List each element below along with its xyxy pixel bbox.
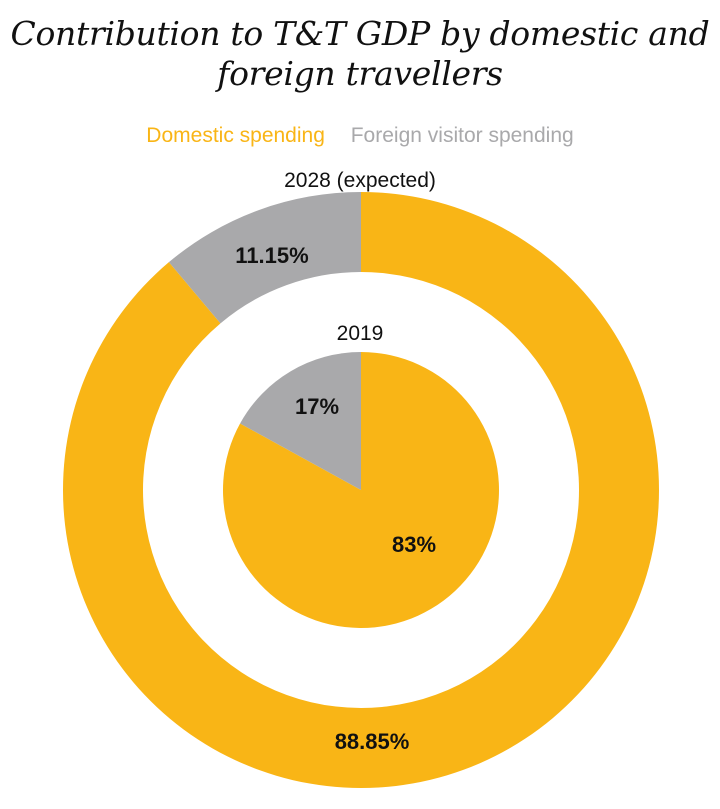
outer-foreign-value-label: 11.15% [235,243,308,268]
chart-title-line-1: Contribution to T&T GDP by domestic and [10,14,710,53]
outer-domestic-value-label: 88.85% [335,729,410,754]
inner-pie-slice-domestic-spending [223,352,500,628]
inner-pie-slice-foreign-visitor-spending [240,352,361,490]
inner-domestic-value-label: 83% [392,532,436,557]
legend-foreign-visitor-spending: Foreign visitor spending [350,124,574,147]
outer-ring-slice-foreign-visitor-spending [168,192,361,324]
legend: Domestic spending Foreign visitor spendi… [0,123,720,149]
chart-title-line-2: foreign travellers [217,54,503,93]
inner-pie-label: 2019 [337,322,384,345]
inner-foreign-value-label: 17% [295,394,339,419]
outer-ring-label: 2028 (expected) [284,169,436,192]
legend-domestic-spending: Domestic spending [146,124,325,147]
inner-pie-2019 [223,352,500,628]
outer-ring-2028 [62,192,660,788]
chart-title: Contribution to T&T GDP by domestic and … [0,14,720,94]
